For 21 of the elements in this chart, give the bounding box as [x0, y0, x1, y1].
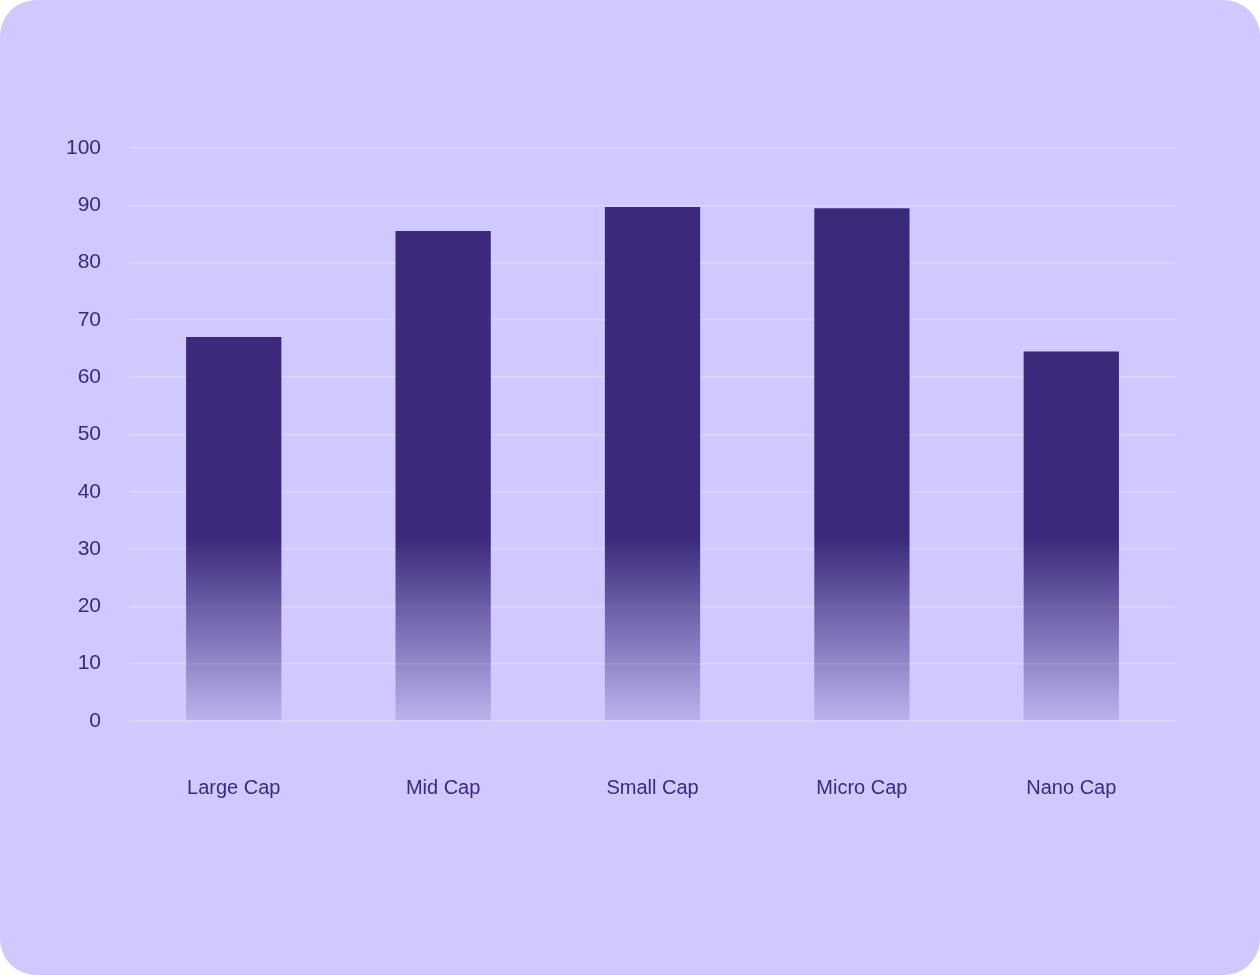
y-tick-label: 40 [77, 478, 102, 502]
y-tick-label: 0 [89, 707, 102, 731]
y-tick-label: 70 [77, 306, 102, 330]
bar [604, 207, 701, 721]
y-tick-label: 50 [77, 421, 102, 445]
y-tick-label: 30 [77, 535, 102, 559]
bar [1023, 351, 1119, 721]
x-tick-label: Small Cap [606, 775, 699, 798]
y-tick-label: 20 [77, 593, 102, 617]
y-tick-label: 100 [65, 134, 102, 158]
x-tick-label: Micro Cap [816, 775, 908, 798]
bar [186, 337, 282, 721]
y-tick-label: 80 [77, 249, 102, 273]
bar [814, 208, 910, 721]
x-tick-label: Nano Cap [1026, 775, 1117, 798]
y-tick-label: 90 [77, 192, 102, 216]
bar [395, 231, 491, 721]
x-tick-label: Mid Cap [405, 775, 481, 798]
y-tick-label: 60 [77, 364, 102, 387]
y-tick-label: 10 [77, 650, 102, 674]
x-tick-label: Large Cap [187, 775, 281, 798]
